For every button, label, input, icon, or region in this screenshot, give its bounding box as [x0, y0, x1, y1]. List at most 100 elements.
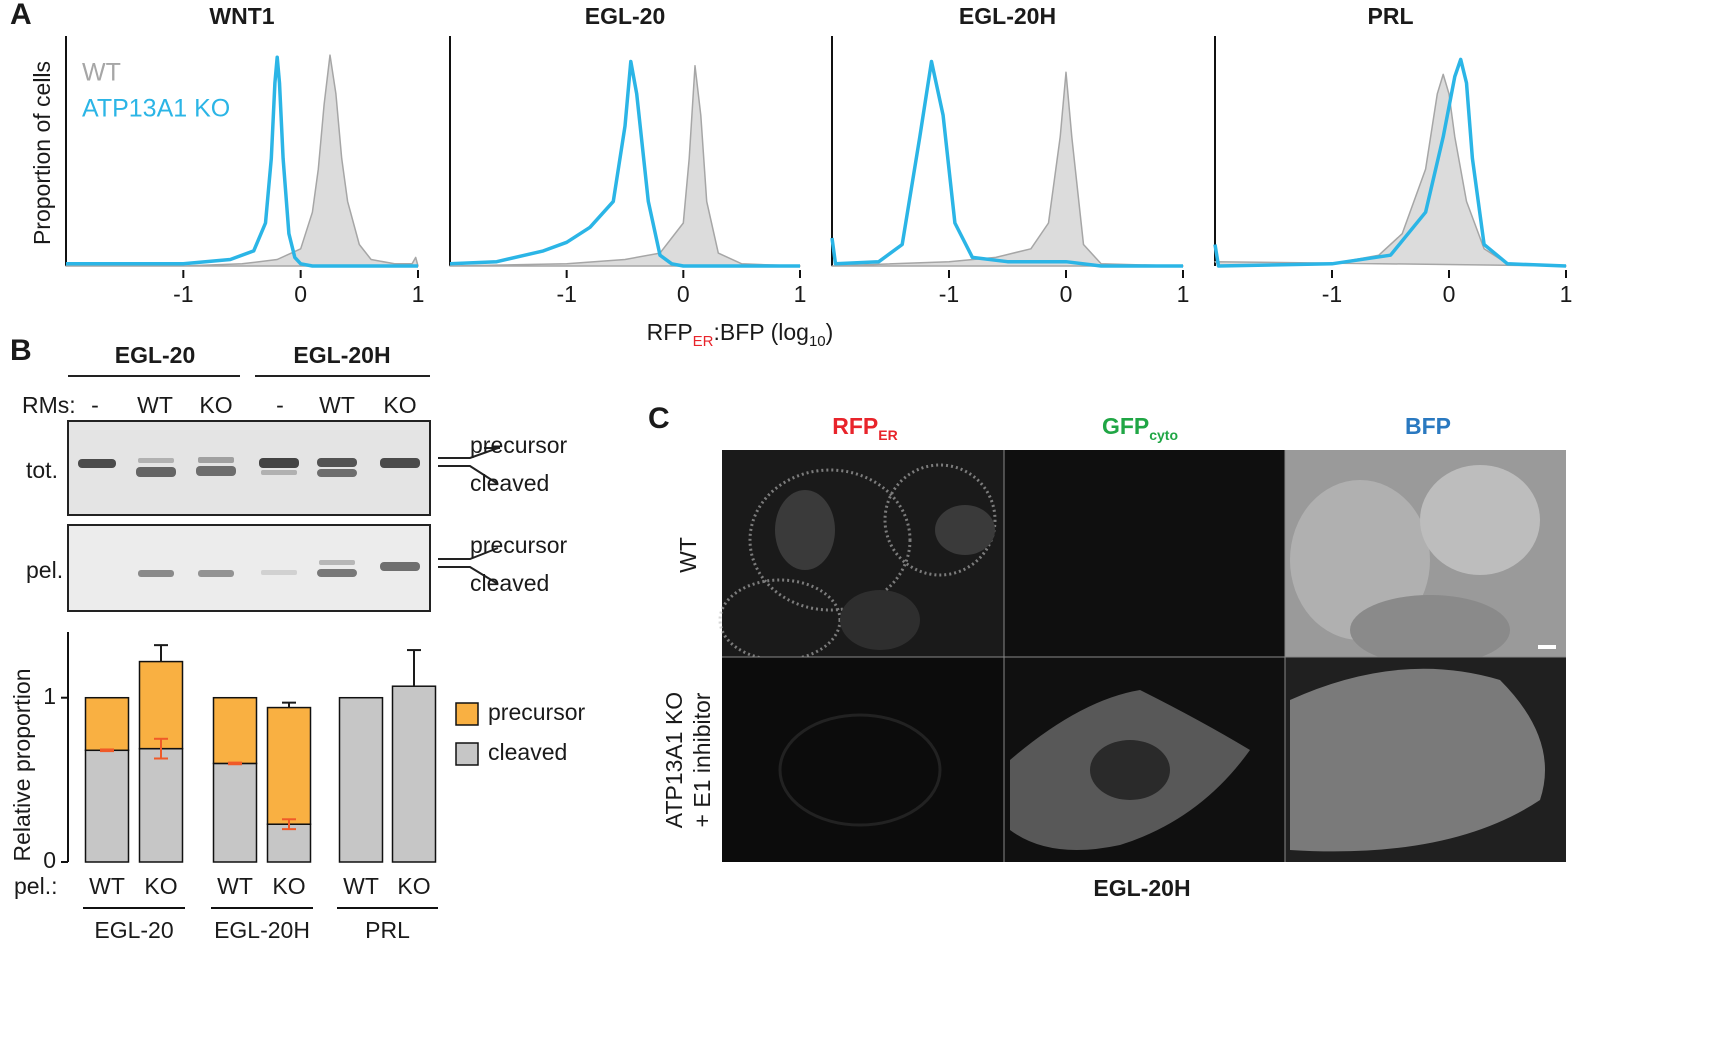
bar-segment: [138, 747, 184, 863]
legend-swatch: [455, 702, 479, 726]
band-brackets: [68, 375, 500, 585]
column-header: GFPcyto: [1102, 413, 1178, 443]
bar-segment: [266, 706, 312, 825]
band-label: precursor: [470, 432, 567, 458]
error-bar: [282, 818, 296, 831]
y-tick-label: 1: [43, 683, 56, 709]
x-tick-label: -1: [556, 281, 576, 307]
x-tick-label: 1: [794, 281, 807, 307]
label-part: :BFP (log: [714, 319, 809, 345]
bar-segment: [84, 696, 130, 752]
bar-segment: [212, 762, 258, 863]
blot-images: [67, 375, 500, 612]
x-tick-label: KO: [272, 873, 305, 899]
row-label: tot.: [26, 457, 58, 483]
header-sub: cyto: [1149, 427, 1178, 443]
lane-label: -: [91, 392, 99, 418]
row-label: + E1 inhibitor: [689, 692, 715, 827]
legend-label: precursor: [488, 699, 585, 725]
x-tick-label: 0: [677, 281, 690, 307]
bar-segment: [138, 660, 184, 750]
x-axis-label: RFPER:BFP (log10): [647, 319, 834, 350]
blot: [67, 524, 431, 612]
y-axis-label: Relative proportion: [9, 668, 35, 861]
chart-title: PRL: [1368, 3, 1414, 29]
chart-title: WNT1: [209, 3, 274, 29]
x-tick-label: 1: [1177, 281, 1190, 307]
lane-label: WT: [319, 392, 355, 418]
image: [1004, 450, 1285, 657]
x-tick-label: WT: [89, 873, 125, 899]
density-curve: [830, 59, 1183, 268]
density-curve: [1213, 57, 1567, 268]
blot: [67, 420, 431, 516]
lane-label: KO: [199, 392, 232, 418]
header-sub: ER: [878, 427, 897, 443]
density-curve: [449, 65, 801, 267]
bar-segment: [391, 685, 437, 863]
density-curve: [831, 71, 1184, 267]
x-tick-label: -1: [939, 281, 959, 307]
panel-label: C: [648, 402, 670, 435]
group-label: EGL-20H: [293, 342, 390, 368]
x-tick-label: -1: [1322, 281, 1342, 307]
lane-label: WT: [137, 392, 173, 418]
legend-label: cleaved: [488, 739, 567, 765]
error-bar: [407, 649, 421, 687]
legend-label: ATP13A1 KO: [82, 95, 230, 123]
panel-label: A: [10, 0, 32, 31]
chart-title: EGL-20H: [959, 3, 1056, 29]
image: [722, 657, 1004, 862]
x-tick-label: 1: [1560, 281, 1573, 307]
x-tick-label: -1: [173, 281, 193, 307]
label-sub: 10: [809, 333, 826, 350]
x-tick-label: WT: [217, 873, 253, 899]
density-curve: [66, 55, 418, 268]
density-curve: [449, 59, 800, 268]
error-bar: [154, 737, 168, 760]
x-tick-label: 0: [294, 281, 307, 307]
header-main: GFP: [1102, 413, 1149, 439]
lane-label: KO: [383, 392, 416, 418]
row-label: ATP13A1 KO: [661, 692, 687, 828]
y-tick-label: 0: [43, 847, 56, 873]
x-tick-label: 0: [1443, 281, 1456, 307]
column-header: BFP: [1405, 413, 1451, 439]
label-part: RFP: [647, 319, 693, 345]
legend-label: WT: [82, 59, 121, 87]
density-curve: [65, 54, 419, 267]
legend-swatch: [455, 742, 479, 766]
label-sub: ER: [693, 333, 714, 350]
row-label: RMs:: [22, 392, 76, 418]
bar-segment: [212, 696, 258, 765]
density-curve: [1214, 73, 1567, 267]
group-label: EGL-20H: [214, 917, 310, 943]
group-label: EGL-20: [115, 342, 196, 368]
x-axis-label: pel.:: [14, 873, 57, 899]
bar-segment: [84, 749, 130, 863]
x-tick-label: KO: [397, 873, 430, 899]
bar-segment: [338, 696, 384, 863]
group-label: EGL-20: [94, 917, 173, 943]
row-label: WT: [675, 537, 701, 573]
lane-label: -: [276, 392, 284, 418]
error-bar: [154, 644, 168, 662]
group-label: PRL: [365, 917, 410, 943]
label-part: ): [826, 319, 834, 345]
header-main: RFP: [832, 413, 878, 439]
header-main: BFP: [1405, 413, 1451, 439]
error-bar: [228, 761, 242, 766]
panel-label: B: [10, 334, 32, 367]
x-tick-label: KO: [144, 873, 177, 899]
footer-label: EGL-20H: [1093, 875, 1190, 901]
bands: [78, 457, 420, 577]
chart-title: EGL-20: [585, 3, 666, 29]
error-bar: [282, 701, 296, 708]
x-tick-label: 0: [1060, 281, 1073, 307]
x-tick-label: 1: [412, 281, 425, 307]
micrographs: [718, 450, 1566, 862]
band-label: precursor: [470, 532, 567, 558]
band-label: cleaved: [470, 470, 549, 496]
y-axis-label: Proportion of cells: [29, 61, 55, 245]
